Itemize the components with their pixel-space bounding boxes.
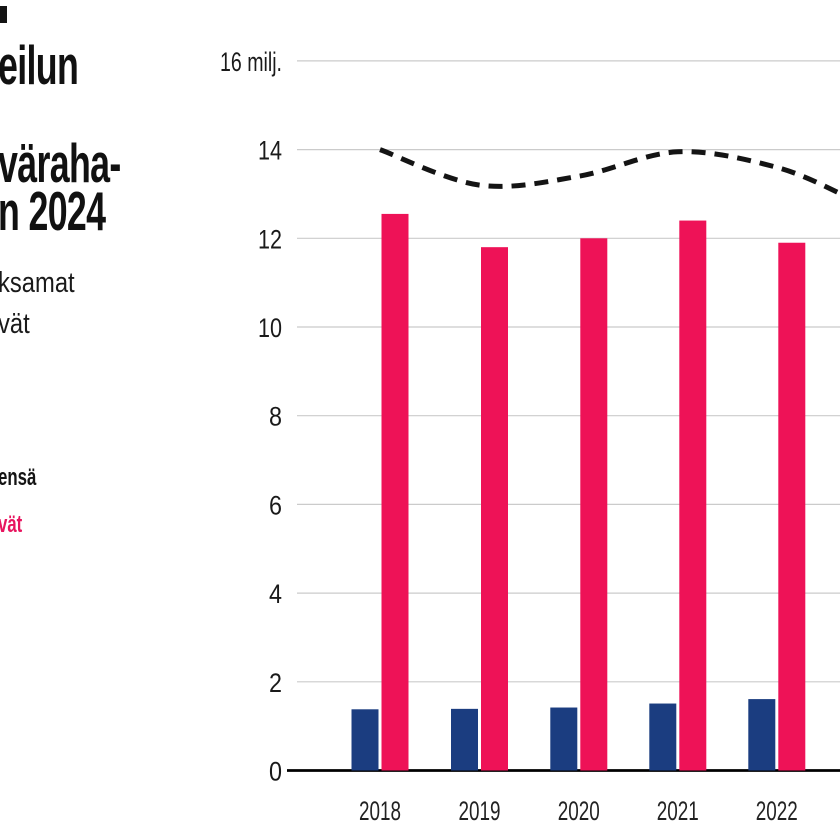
cropped-letter-fragment [0,6,7,23]
y-tick-label-2: 2 [269,668,282,698]
headline-line1: eilun [0,34,79,96]
y-tick-label-16: 16 milj. [220,47,282,77]
x-tick-label-2022: 2022 [756,796,798,826]
y-tick-label-6: 6 [269,490,282,520]
headline-line3: n 2024 [0,179,106,242]
y-tick-label-14: 14 [258,136,282,166]
bar-blue-2022 [748,699,776,771]
bar-pink-2021 [679,220,707,771]
headline-line2: väraha- [0,132,121,194]
y-tick-label-8: 8 [269,402,282,432]
bar-blue-2018 [351,709,379,771]
headline-block2: väraha- n 2024 [0,132,121,242]
total-dashed-line [379,147,840,197]
y-tick-label-12: 12 [258,224,282,254]
bar-pink-2018 [381,213,409,771]
subtitle-line1: ksamat [0,267,75,299]
bar-pink-2020 [580,238,608,771]
subtitle-block: ksamat vät [0,263,75,344]
y-tick-label-10: 10 [258,313,282,343]
bar-blue-2021 [649,703,677,771]
y-tick-label-4: 4 [269,579,282,609]
subtitle-line2: vät [0,307,30,340]
legend-item-pink: vät [0,511,23,538]
bar-blue-2020 [550,707,578,771]
x-tick-label-2020: 2020 [558,796,600,826]
legend-item-total: ensä [0,464,37,491]
x-tick-label-2021: 2021 [657,796,699,826]
bar-pink-2022 [778,242,806,771]
x-tick-label-2018: 2018 [359,796,401,826]
bar-pink-2019 [481,247,508,771]
x-tick-label-2019: 2019 [459,796,501,826]
bar-blue-2019 [451,708,478,771]
y-tick-label-0: 0 [269,757,282,787]
